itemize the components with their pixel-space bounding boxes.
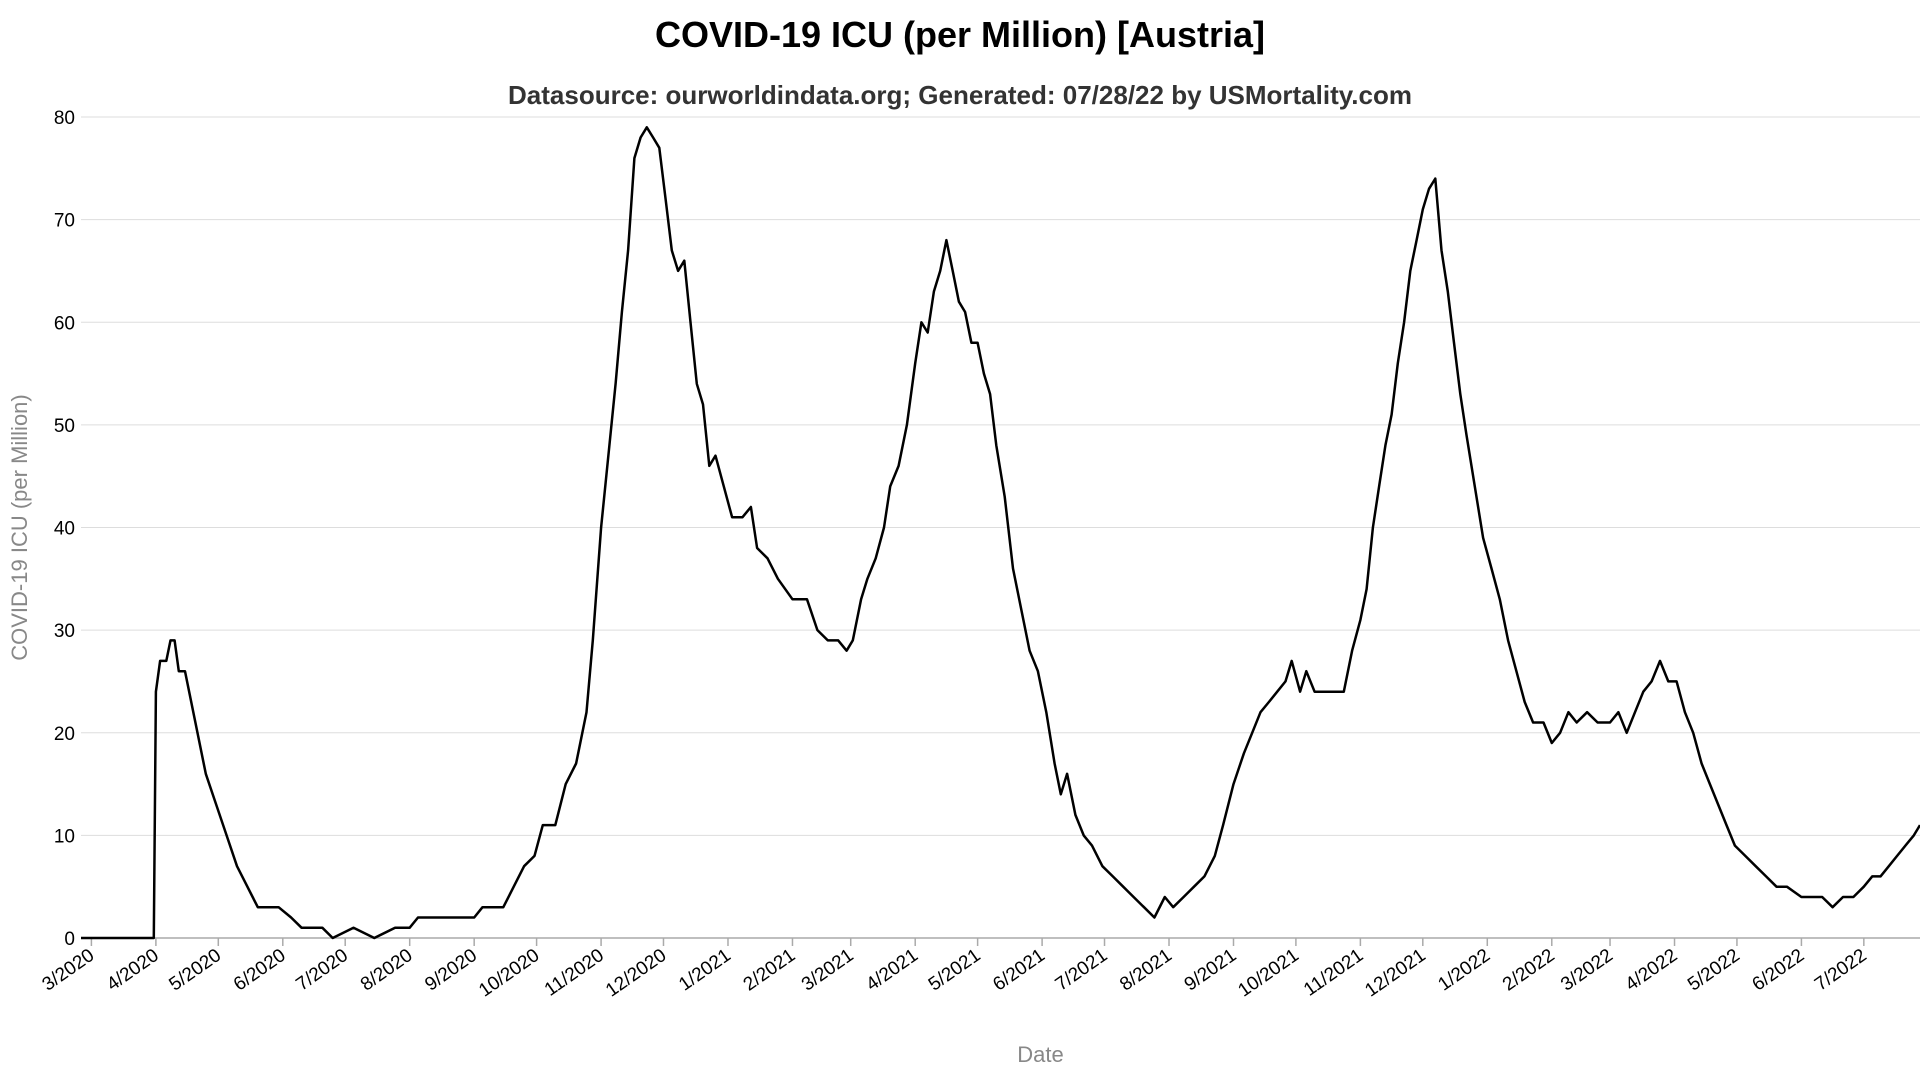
x-tick-label: 1/2022 [1435, 945, 1495, 996]
x-tick-label: 12/2021 [1361, 945, 1429, 1002]
y-tick-label: 70 [54, 211, 75, 232]
x-tick-label: 5/2020 [166, 945, 226, 996]
x-tick-label: 3/2020 [39, 945, 99, 996]
y-tick-label: 60 [54, 313, 75, 334]
x-tick-label: 7/2021 [1052, 945, 1112, 996]
x-tick-label: 9/2020 [421, 945, 481, 996]
chart-subtitle: Datasource: ourworldindata.org; Generate… [508, 80, 1412, 110]
y-tick-label: 40 [54, 519, 75, 540]
gridlines [81, 116, 1920, 836]
x-tick-label: 7/2020 [292, 945, 352, 996]
x-tick-label: 2/2022 [1499, 945, 1559, 996]
x-tick-label: 3/2021 [798, 945, 858, 996]
x-tick-label: 4/2022 [1622, 945, 1682, 996]
x-tick-label: 5/2022 [1684, 945, 1744, 996]
x-tick-label: 4/2021 [862, 945, 922, 996]
y-tick-label: 30 [54, 621, 75, 642]
x-tick-label: 6/2022 [1749, 945, 1809, 996]
x-tick-label: 11/2020 [541, 945, 608, 1001]
x-tick-label: 5/2021 [925, 945, 985, 996]
x-tick-label: 12/2020 [602, 945, 670, 1002]
x-tick-label: 9/2021 [1181, 945, 1241, 996]
series-line [81, 126, 1920, 940]
y-tick-label: 80 [54, 108, 75, 129]
series-layer [81, 126, 1920, 940]
x-tick-label: 10/2020 [475, 945, 543, 1002]
x-tick-labels: 3/2020 4/2020 5/2020 6/2020 7/2020 8/2020 9/20… [39, 938, 1871, 1001]
x-tick-label: 8/2021 [1116, 945, 1176, 996]
x-tick-label: 6/2021 [989, 945, 1049, 996]
x-tick-label: 6/2020 [230, 945, 290, 996]
y-tick-label: 0 [64, 929, 75, 950]
x-tick-label: 10/2021 [1234, 945, 1302, 1002]
y-tick-label: 20 [54, 724, 75, 745]
y-tick-label: 10 [54, 826, 75, 847]
y-tick-label: 50 [54, 416, 75, 437]
y-axis-label: COVID-19 ICU (per Million) [7, 394, 32, 661]
x-tick-label: 7/2022 [1811, 945, 1871, 996]
y-tick-labels: 0 10 20 30 40 50 60 70 80 [54, 108, 75, 950]
chart-title: COVID-19 ICU (per Million) [Austria] [654, 14, 1266, 55]
x-tick-label: 1/2021 [675, 945, 735, 996]
x-tick-label: 3/2022 [1557, 945, 1617, 996]
x-tick-label: 11/2021 [1300, 945, 1367, 1001]
x-tick-label: 8/2020 [357, 945, 417, 996]
x-tick-label: 4/2020 [103, 945, 163, 996]
x-tick-label: 2/2021 [740, 945, 800, 996]
x-axis-label: Date [1017, 1042, 1063, 1067]
